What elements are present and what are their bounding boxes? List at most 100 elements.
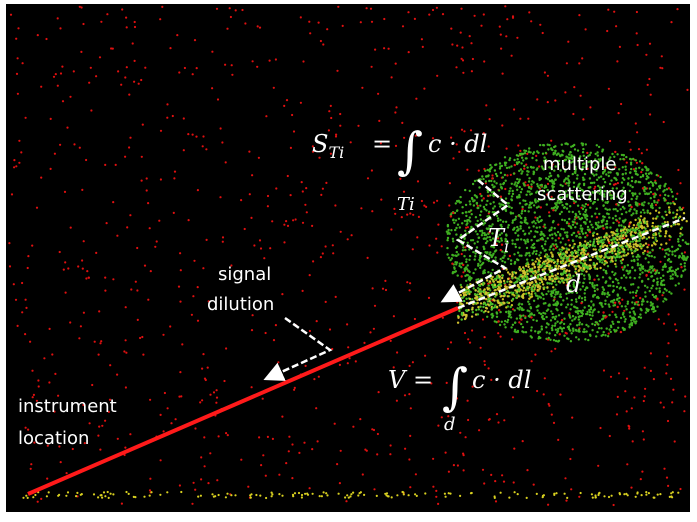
dot xyxy=(635,249,637,251)
dot xyxy=(463,454,465,456)
dot xyxy=(373,429,375,431)
dot xyxy=(584,299,586,301)
dot xyxy=(520,318,522,320)
dot xyxy=(619,158,621,160)
dot xyxy=(462,72,464,74)
dot xyxy=(159,494,161,496)
dot xyxy=(305,187,307,189)
dot xyxy=(589,240,591,242)
dot xyxy=(645,311,647,313)
dot xyxy=(510,174,512,176)
dot xyxy=(666,221,668,223)
dot xyxy=(40,86,42,88)
dot xyxy=(582,208,584,210)
dot xyxy=(618,321,620,323)
dot xyxy=(545,326,547,328)
dot xyxy=(128,146,130,148)
dot xyxy=(665,289,667,291)
dot xyxy=(496,275,498,277)
dot xyxy=(476,297,478,299)
dot xyxy=(670,378,672,380)
dot xyxy=(472,239,474,241)
dot xyxy=(644,285,646,287)
dot xyxy=(27,267,29,269)
symbol: S xyxy=(312,130,328,158)
dot xyxy=(538,221,540,223)
dot xyxy=(492,315,494,317)
dot xyxy=(516,178,518,180)
dot xyxy=(200,478,202,480)
dot xyxy=(484,288,486,290)
dot xyxy=(195,136,197,138)
dot xyxy=(484,336,486,338)
dot xyxy=(634,269,636,271)
dot xyxy=(477,207,479,209)
dot xyxy=(489,303,491,305)
dot xyxy=(642,430,644,432)
dot xyxy=(346,323,348,325)
dot xyxy=(534,279,536,281)
dot xyxy=(528,191,530,193)
dot xyxy=(520,315,522,317)
dot xyxy=(471,70,473,72)
dot xyxy=(555,304,557,306)
dot xyxy=(628,205,630,207)
dot xyxy=(288,436,290,438)
dot xyxy=(606,223,608,225)
dot xyxy=(460,286,462,288)
dot xyxy=(617,282,619,284)
dot xyxy=(527,273,529,275)
dot xyxy=(636,228,638,230)
dot xyxy=(256,66,258,68)
dot xyxy=(81,259,83,261)
dot xyxy=(179,371,181,373)
dot xyxy=(191,503,193,505)
dot xyxy=(603,369,605,371)
dot xyxy=(527,309,529,311)
dot xyxy=(37,379,39,381)
dot xyxy=(542,247,544,249)
dot xyxy=(608,333,610,335)
dot xyxy=(662,279,664,281)
dot xyxy=(566,337,568,339)
dot xyxy=(99,449,101,451)
dot xyxy=(465,215,467,217)
dot xyxy=(592,285,594,287)
dot xyxy=(542,298,544,300)
dot xyxy=(630,234,632,236)
dot xyxy=(572,145,574,147)
dot xyxy=(497,281,499,283)
dot xyxy=(160,178,162,180)
dot xyxy=(590,318,592,320)
dot xyxy=(166,117,168,119)
dot xyxy=(530,307,532,309)
dot xyxy=(671,496,673,498)
dot xyxy=(183,117,185,119)
dot xyxy=(452,212,454,214)
dot xyxy=(409,289,411,291)
dot xyxy=(577,149,579,151)
dot xyxy=(134,21,136,23)
dot xyxy=(526,174,528,176)
dot xyxy=(82,268,84,270)
dot xyxy=(677,248,679,250)
dot xyxy=(596,275,598,277)
dot xyxy=(635,180,637,182)
dot xyxy=(383,18,385,20)
dot xyxy=(485,104,487,106)
dot xyxy=(520,221,522,223)
dot xyxy=(618,112,620,114)
dot xyxy=(643,201,645,203)
dot xyxy=(51,353,53,355)
dot xyxy=(352,426,354,428)
dot xyxy=(630,206,632,208)
dot xyxy=(597,297,599,299)
dot xyxy=(219,196,221,198)
dot xyxy=(670,202,672,204)
dot xyxy=(664,183,666,185)
dot xyxy=(451,254,453,256)
dot xyxy=(507,278,509,280)
dot xyxy=(489,418,491,420)
dot xyxy=(495,500,497,502)
dot xyxy=(46,495,48,497)
